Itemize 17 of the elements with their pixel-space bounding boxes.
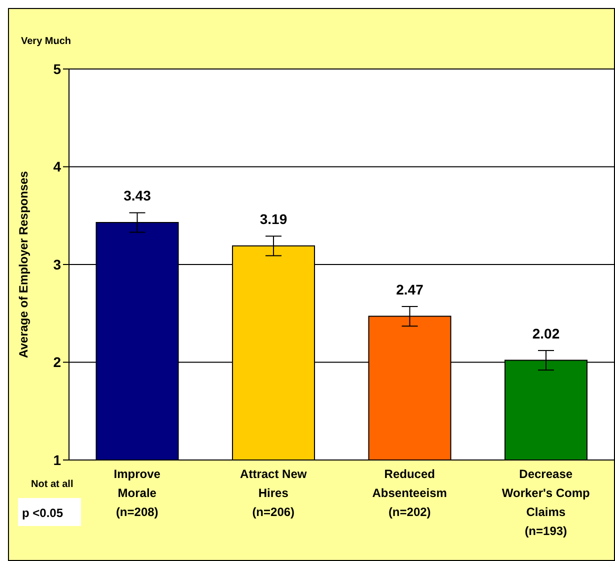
y-tick-label: 5	[53, 60, 62, 77]
y-axis-title: Average of Employer Responses	[16, 170, 30, 358]
data-label: 3.19	[260, 210, 288, 227]
x-tick-label: Attract New Hires (n=206)	[240, 467, 308, 519]
data-label: 2.02	[532, 325, 560, 342]
x-tick-label: Decrease Worker's Comp Claims (n=193)	[502, 467, 590, 538]
x-tick-label: Reduced Absenteeism (n=202)	[372, 467, 447, 519]
data-label: 3.43	[124, 187, 152, 204]
y-tick-label: 2	[53, 354, 62, 370]
y-tick-label: 3	[53, 256, 62, 272]
text: Very Much	[21, 36, 72, 47]
x-tick-label: Improve Morale (n=208)	[114, 467, 161, 519]
y-tick-label: 4	[53, 158, 62, 175]
y-tick-label: 1	[53, 452, 62, 468]
data-label: 2.47	[396, 281, 424, 298]
text: Not at all	[31, 479, 74, 490]
text: p <0.05	[18, 498, 82, 526]
